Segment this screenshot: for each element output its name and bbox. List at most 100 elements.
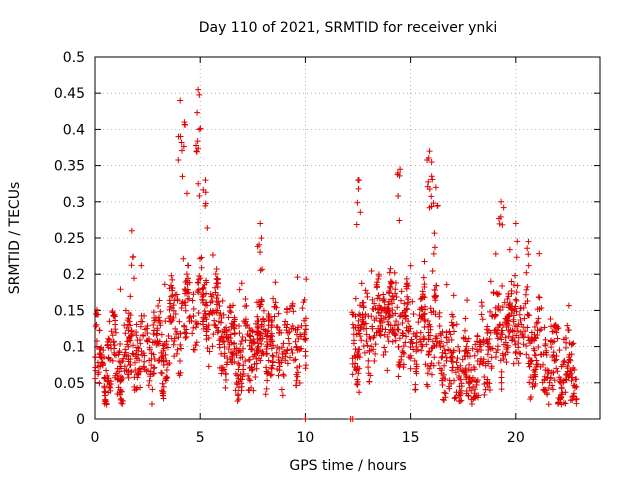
data-point <box>570 390 577 397</box>
data-point <box>474 348 481 355</box>
data-point <box>460 368 467 375</box>
data-point <box>273 323 280 330</box>
data-point <box>356 330 363 337</box>
data-point <box>108 345 115 352</box>
data-point <box>369 323 376 330</box>
data-point <box>178 305 185 312</box>
data-point <box>137 340 144 347</box>
data-point <box>254 324 261 331</box>
data-point <box>459 356 466 363</box>
data-point <box>195 180 202 187</box>
data-point <box>380 291 387 298</box>
data-point <box>226 327 233 334</box>
data-point <box>427 326 434 333</box>
data-point <box>372 350 379 357</box>
data-point <box>356 354 363 361</box>
data-point <box>556 347 563 354</box>
data-point <box>496 290 503 297</box>
data-point <box>424 156 431 163</box>
data-point <box>115 384 122 391</box>
data-point <box>481 391 488 398</box>
data-point <box>534 319 541 326</box>
data-point <box>192 342 199 349</box>
data-point <box>302 337 309 344</box>
data-point <box>423 341 430 348</box>
data-point <box>182 302 189 309</box>
data-point <box>157 308 164 315</box>
data-point <box>434 203 441 210</box>
data-point <box>476 361 483 368</box>
data-point <box>230 302 237 309</box>
data-point <box>252 374 259 381</box>
data-point <box>293 343 300 350</box>
data-point <box>499 304 506 311</box>
data-point <box>373 281 380 288</box>
data-point <box>196 272 203 279</box>
data-point <box>381 331 388 338</box>
data-point <box>473 338 480 345</box>
data-point <box>117 340 124 347</box>
data-point <box>128 227 135 234</box>
data-point <box>170 341 177 348</box>
data-point <box>541 324 548 331</box>
data-point <box>462 353 469 360</box>
data-point <box>195 289 202 296</box>
data-point <box>287 305 294 312</box>
data-point <box>122 346 129 353</box>
data-point <box>437 343 444 350</box>
data-point <box>427 332 434 339</box>
data-point <box>442 376 449 383</box>
data-point <box>514 327 521 334</box>
data-point <box>412 333 419 340</box>
data-point <box>529 380 536 387</box>
data-point <box>418 347 425 354</box>
data-point <box>498 329 505 336</box>
data-point <box>531 337 538 344</box>
data-point <box>513 308 520 315</box>
data-point <box>187 313 194 320</box>
data-point <box>524 245 531 252</box>
data-point <box>468 401 475 408</box>
data-point <box>354 376 361 383</box>
data-point <box>96 327 103 334</box>
data-point <box>193 148 200 155</box>
data-point <box>289 302 296 309</box>
data-point <box>378 305 385 312</box>
data-point <box>136 357 143 364</box>
data-point <box>520 334 527 341</box>
data-point <box>125 315 132 322</box>
data-point <box>421 316 428 323</box>
data-point <box>204 345 211 352</box>
data-point <box>524 324 531 331</box>
data-point <box>389 312 396 319</box>
data-point <box>124 341 131 348</box>
y-tick-label: 0.1 <box>63 340 85 356</box>
data-point <box>436 309 443 316</box>
data-point <box>418 306 425 313</box>
data-point <box>130 342 137 349</box>
data-point <box>389 327 396 334</box>
data-point <box>263 333 270 340</box>
data-point <box>371 332 378 339</box>
data-point <box>195 310 202 317</box>
data-point <box>553 365 560 372</box>
data-point <box>569 393 576 400</box>
data-point <box>464 338 471 345</box>
data-point <box>417 296 424 303</box>
data-point <box>441 389 448 396</box>
data-point <box>364 293 371 300</box>
data-point <box>266 314 273 321</box>
y-tick-label: 0.2 <box>63 267 85 283</box>
data-point <box>119 375 126 382</box>
data-point <box>491 327 498 334</box>
data-point <box>224 354 231 361</box>
data-point <box>103 401 110 408</box>
data-point <box>538 326 545 333</box>
data-point <box>158 331 165 338</box>
data-point <box>263 346 270 353</box>
data-point <box>122 330 129 337</box>
data-point <box>209 310 216 317</box>
data-point <box>218 314 225 321</box>
data-point <box>116 363 123 370</box>
